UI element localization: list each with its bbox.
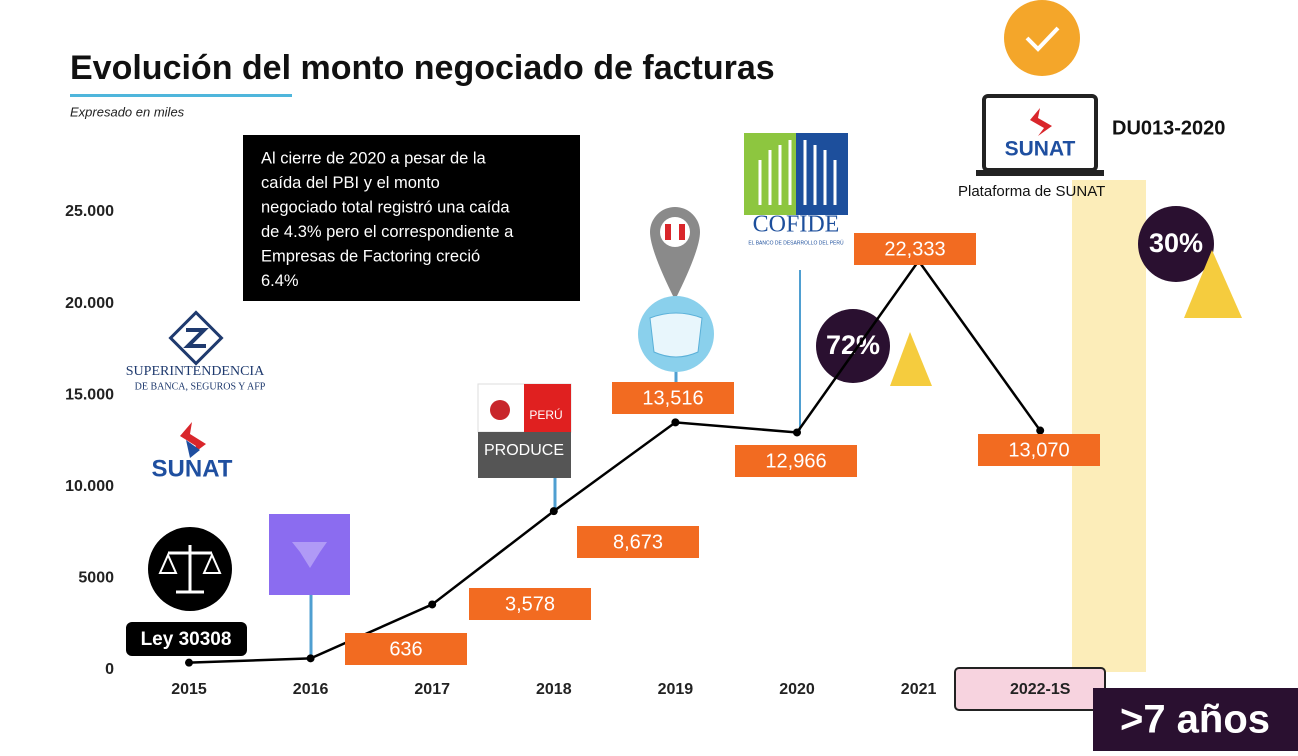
x-tick-label: 2015 (171, 681, 207, 698)
annotation-line: Empresas de Factoring creció (261, 247, 480, 265)
logo-text: PERÚ (529, 407, 562, 422)
annotation-line: caída del PBI y el monto (261, 174, 440, 192)
y-tick-label: 0 (105, 661, 114, 678)
value-label-box (854, 233, 976, 265)
value-label-box (612, 382, 734, 414)
law-label: Ley 30308 (141, 629, 232, 650)
produce-logo: PERÚ PRODUCE (477, 383, 572, 478)
x-tick-label: 2020 (779, 681, 815, 698)
annotation-line: Al cierre de 2020 a pesar de la (261, 149, 487, 167)
value-label-box (735, 445, 857, 477)
arrow-up (1184, 250, 1242, 318)
value-label: 8,673 (613, 531, 663, 553)
value-label-box (978, 434, 1100, 466)
years-box (1093, 688, 1298, 751)
logo-text: SUNAT (1005, 138, 1076, 161)
logo-text: PRODUCE (484, 442, 564, 459)
law-icon: Ley 30308 (126, 527, 247, 656)
years-label: >7 años (1120, 698, 1270, 742)
sunat-logo: SUNAT (152, 422, 233, 482)
logo-text: EL BANCO DE DESARROLLO DEL PERÚ (748, 239, 844, 246)
badge: 30% (1149, 228, 1203, 258)
decree-label: DU013-2020 (1112, 117, 1225, 139)
sbs-logo: SUPERINTENDENCIA DE BANCA, SEGUROS Y AFP (126, 310, 266, 392)
data-point (306, 654, 315, 663)
x-tick-label: 2022-1S (1010, 681, 1071, 698)
platform-label: Plataforma de SUNAT (958, 183, 1105, 200)
data-point (549, 507, 558, 516)
highlight-column (1072, 180, 1146, 672)
gem-icon (269, 514, 350, 595)
value-label: 12,966 (765, 450, 826, 472)
value-label: 13,070 (1008, 439, 1069, 461)
laptop-icon: SUNAT (976, 0, 1104, 176)
y-tick-label: 10.000 (65, 478, 114, 495)
annotation-line: 6.4% (261, 272, 299, 290)
logo-text: SUPERINTENDENCIA (126, 364, 265, 379)
x-tick-label: 2017 (414, 681, 450, 698)
data-point (1036, 426, 1045, 435)
value-label: 13,516 (642, 387, 703, 409)
y-tick-label: 5000 (78, 570, 114, 587)
badge: 72% (826, 330, 880, 360)
data-point (671, 418, 680, 427)
x-tick-label: 2019 (658, 681, 694, 698)
annotation: Al cierre de 2020 a pesar de la caída del… (261, 149, 514, 290)
logo-text: COFIDE (753, 212, 840, 238)
value-label: 22,333 (884, 238, 945, 260)
y-tick-label: 15.000 (65, 386, 114, 403)
logo-text: SUNAT (152, 455, 233, 482)
value-label: 636 (389, 638, 422, 660)
data-point (428, 600, 437, 609)
value-label-box (345, 633, 467, 665)
x-tick-label: 2016 (293, 681, 329, 698)
x-tick-label: 2018 (536, 681, 572, 698)
title-underline (70, 94, 292, 97)
logo-text: DE BANCA, SEGUROS Y AFP (135, 381, 266, 392)
data-point (793, 428, 801, 437)
value-label: 3,578 (505, 593, 555, 615)
annotation-box (243, 135, 580, 301)
pin-icon (638, 207, 714, 372)
cofide-logo: COFIDE EL BANCO DE DESARROLLO DEL PERÚ (744, 133, 848, 246)
value-label-box (469, 588, 591, 620)
arrow-up (890, 332, 932, 386)
chart-title: Evolución del monto negociado de factura… (70, 49, 775, 87)
value-label-box (577, 526, 699, 558)
y-tick-label: 25.000 (65, 203, 114, 220)
y-tick-label: 20.000 (65, 295, 114, 312)
subtitle: Expresado en miles (70, 104, 185, 119)
annotation-line: de 4.3% pero el correspondiente a (261, 223, 514, 241)
data-line (188, 258, 1042, 664)
data-point (185, 658, 193, 667)
badge-circle (1138, 206, 1214, 282)
annotation-line: negociado total registró una caída (261, 198, 510, 216)
x-tick-label: 2021 (901, 681, 937, 698)
